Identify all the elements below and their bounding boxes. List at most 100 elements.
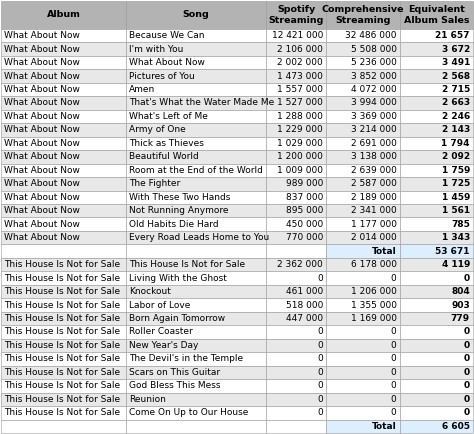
Text: Spotify
Streaming: Spotify Streaming bbox=[268, 5, 324, 25]
Text: 2 246: 2 246 bbox=[442, 112, 470, 121]
Text: What About Now: What About Now bbox=[4, 72, 80, 81]
Bar bbox=[400, 43, 473, 56]
Bar bbox=[326, 325, 400, 339]
Text: 2 715: 2 715 bbox=[442, 85, 470, 94]
Bar bbox=[326, 244, 400, 258]
Bar bbox=[126, 379, 266, 393]
Bar bbox=[126, 150, 266, 164]
Bar bbox=[400, 164, 473, 177]
Bar bbox=[326, 150, 400, 164]
Bar bbox=[1, 83, 126, 96]
Text: 0: 0 bbox=[391, 355, 397, 363]
Text: What About Now: What About Now bbox=[4, 233, 80, 242]
Bar bbox=[126, 29, 266, 43]
Text: 1 200 000: 1 200 000 bbox=[277, 152, 323, 161]
Text: 779: 779 bbox=[451, 314, 470, 323]
Text: This House Is Not for Sale: This House Is Not for Sale bbox=[4, 341, 120, 350]
Text: 4 072 000: 4 072 000 bbox=[351, 85, 397, 94]
Text: 0: 0 bbox=[391, 341, 397, 350]
Text: What About Now: What About Now bbox=[4, 58, 80, 67]
Text: 0: 0 bbox=[318, 381, 323, 390]
Bar bbox=[266, 137, 326, 150]
Bar bbox=[400, 339, 473, 352]
Bar bbox=[266, 312, 326, 325]
Bar bbox=[266, 1, 326, 29]
Bar bbox=[326, 217, 400, 231]
Text: The Devil's in the Temple: The Devil's in the Temple bbox=[129, 355, 243, 363]
Text: Thick as Thieves: Thick as Thieves bbox=[129, 139, 204, 148]
Bar bbox=[326, 312, 400, 325]
Text: 2 189 000: 2 189 000 bbox=[351, 193, 397, 202]
Text: 2 143: 2 143 bbox=[442, 125, 470, 135]
Bar bbox=[1, 29, 126, 43]
Bar bbox=[400, 137, 473, 150]
Bar bbox=[400, 325, 473, 339]
Bar bbox=[326, 1, 400, 29]
Text: 0: 0 bbox=[391, 395, 397, 404]
Bar bbox=[400, 96, 473, 110]
Text: 3 994 000: 3 994 000 bbox=[351, 99, 397, 108]
Text: 518 000: 518 000 bbox=[286, 300, 323, 309]
Bar bbox=[1, 191, 126, 204]
Bar bbox=[326, 29, 400, 43]
Text: Born Again Tomorrow: Born Again Tomorrow bbox=[129, 314, 225, 323]
Bar bbox=[266, 204, 326, 217]
Text: God Bless This Mess: God Bless This Mess bbox=[129, 381, 220, 390]
Text: I'm with You: I'm with You bbox=[129, 45, 183, 53]
Bar bbox=[400, 123, 473, 137]
Text: 447 000: 447 000 bbox=[286, 314, 323, 323]
Text: 2 639 000: 2 639 000 bbox=[351, 166, 397, 175]
Text: 2 663: 2 663 bbox=[442, 99, 470, 108]
Text: What About Now: What About Now bbox=[4, 45, 80, 53]
Bar bbox=[326, 96, 400, 110]
Bar bbox=[126, 420, 266, 433]
Text: 903: 903 bbox=[451, 300, 470, 309]
Bar bbox=[126, 204, 266, 217]
Text: 0: 0 bbox=[464, 381, 470, 390]
Text: 2 568: 2 568 bbox=[442, 72, 470, 81]
Text: 1 473 000: 1 473 000 bbox=[277, 72, 323, 81]
Bar bbox=[326, 123, 400, 137]
Text: 0: 0 bbox=[318, 368, 323, 377]
Bar bbox=[400, 379, 473, 393]
Bar bbox=[1, 123, 126, 137]
Bar bbox=[1, 56, 126, 69]
Text: What About Now: What About Now bbox=[4, 112, 80, 121]
Text: What About Now: What About Now bbox=[4, 152, 80, 161]
Text: 4 119: 4 119 bbox=[442, 260, 470, 269]
Text: 0: 0 bbox=[464, 355, 470, 363]
Bar bbox=[266, 217, 326, 231]
Bar bbox=[1, 217, 126, 231]
Bar bbox=[126, 244, 266, 258]
Text: 1 206 000: 1 206 000 bbox=[351, 287, 397, 296]
Bar bbox=[400, 258, 473, 271]
Text: Pictures of You: Pictures of You bbox=[129, 72, 195, 81]
Text: Room at the End of the World: Room at the End of the World bbox=[129, 166, 263, 175]
Text: What About Now: What About Now bbox=[4, 125, 80, 135]
Text: 3 491: 3 491 bbox=[442, 58, 470, 67]
Text: 1 169 000: 1 169 000 bbox=[351, 314, 397, 323]
Bar bbox=[126, 177, 266, 191]
Bar bbox=[400, 29, 473, 43]
Text: What About Now: What About Now bbox=[4, 193, 80, 202]
Text: That's What the Water Made Me: That's What the Water Made Me bbox=[129, 99, 274, 108]
Bar bbox=[126, 231, 266, 244]
Bar bbox=[126, 83, 266, 96]
Bar bbox=[1, 312, 126, 325]
Text: Song: Song bbox=[183, 10, 210, 20]
Text: 1 557 000: 1 557 000 bbox=[277, 85, 323, 94]
Text: 0: 0 bbox=[464, 395, 470, 404]
Bar bbox=[266, 339, 326, 352]
Text: 1 009 000: 1 009 000 bbox=[277, 166, 323, 175]
Text: 0: 0 bbox=[391, 368, 397, 377]
Bar bbox=[326, 285, 400, 298]
Text: 770 000: 770 000 bbox=[286, 233, 323, 242]
Bar bbox=[266, 393, 326, 406]
Bar bbox=[1, 258, 126, 271]
Text: 0: 0 bbox=[464, 328, 470, 336]
Text: 5 508 000: 5 508 000 bbox=[351, 45, 397, 53]
Bar bbox=[326, 298, 400, 312]
Bar bbox=[126, 339, 266, 352]
Bar bbox=[400, 406, 473, 420]
Text: This House Is Not for Sale: This House Is Not for Sale bbox=[129, 260, 245, 269]
